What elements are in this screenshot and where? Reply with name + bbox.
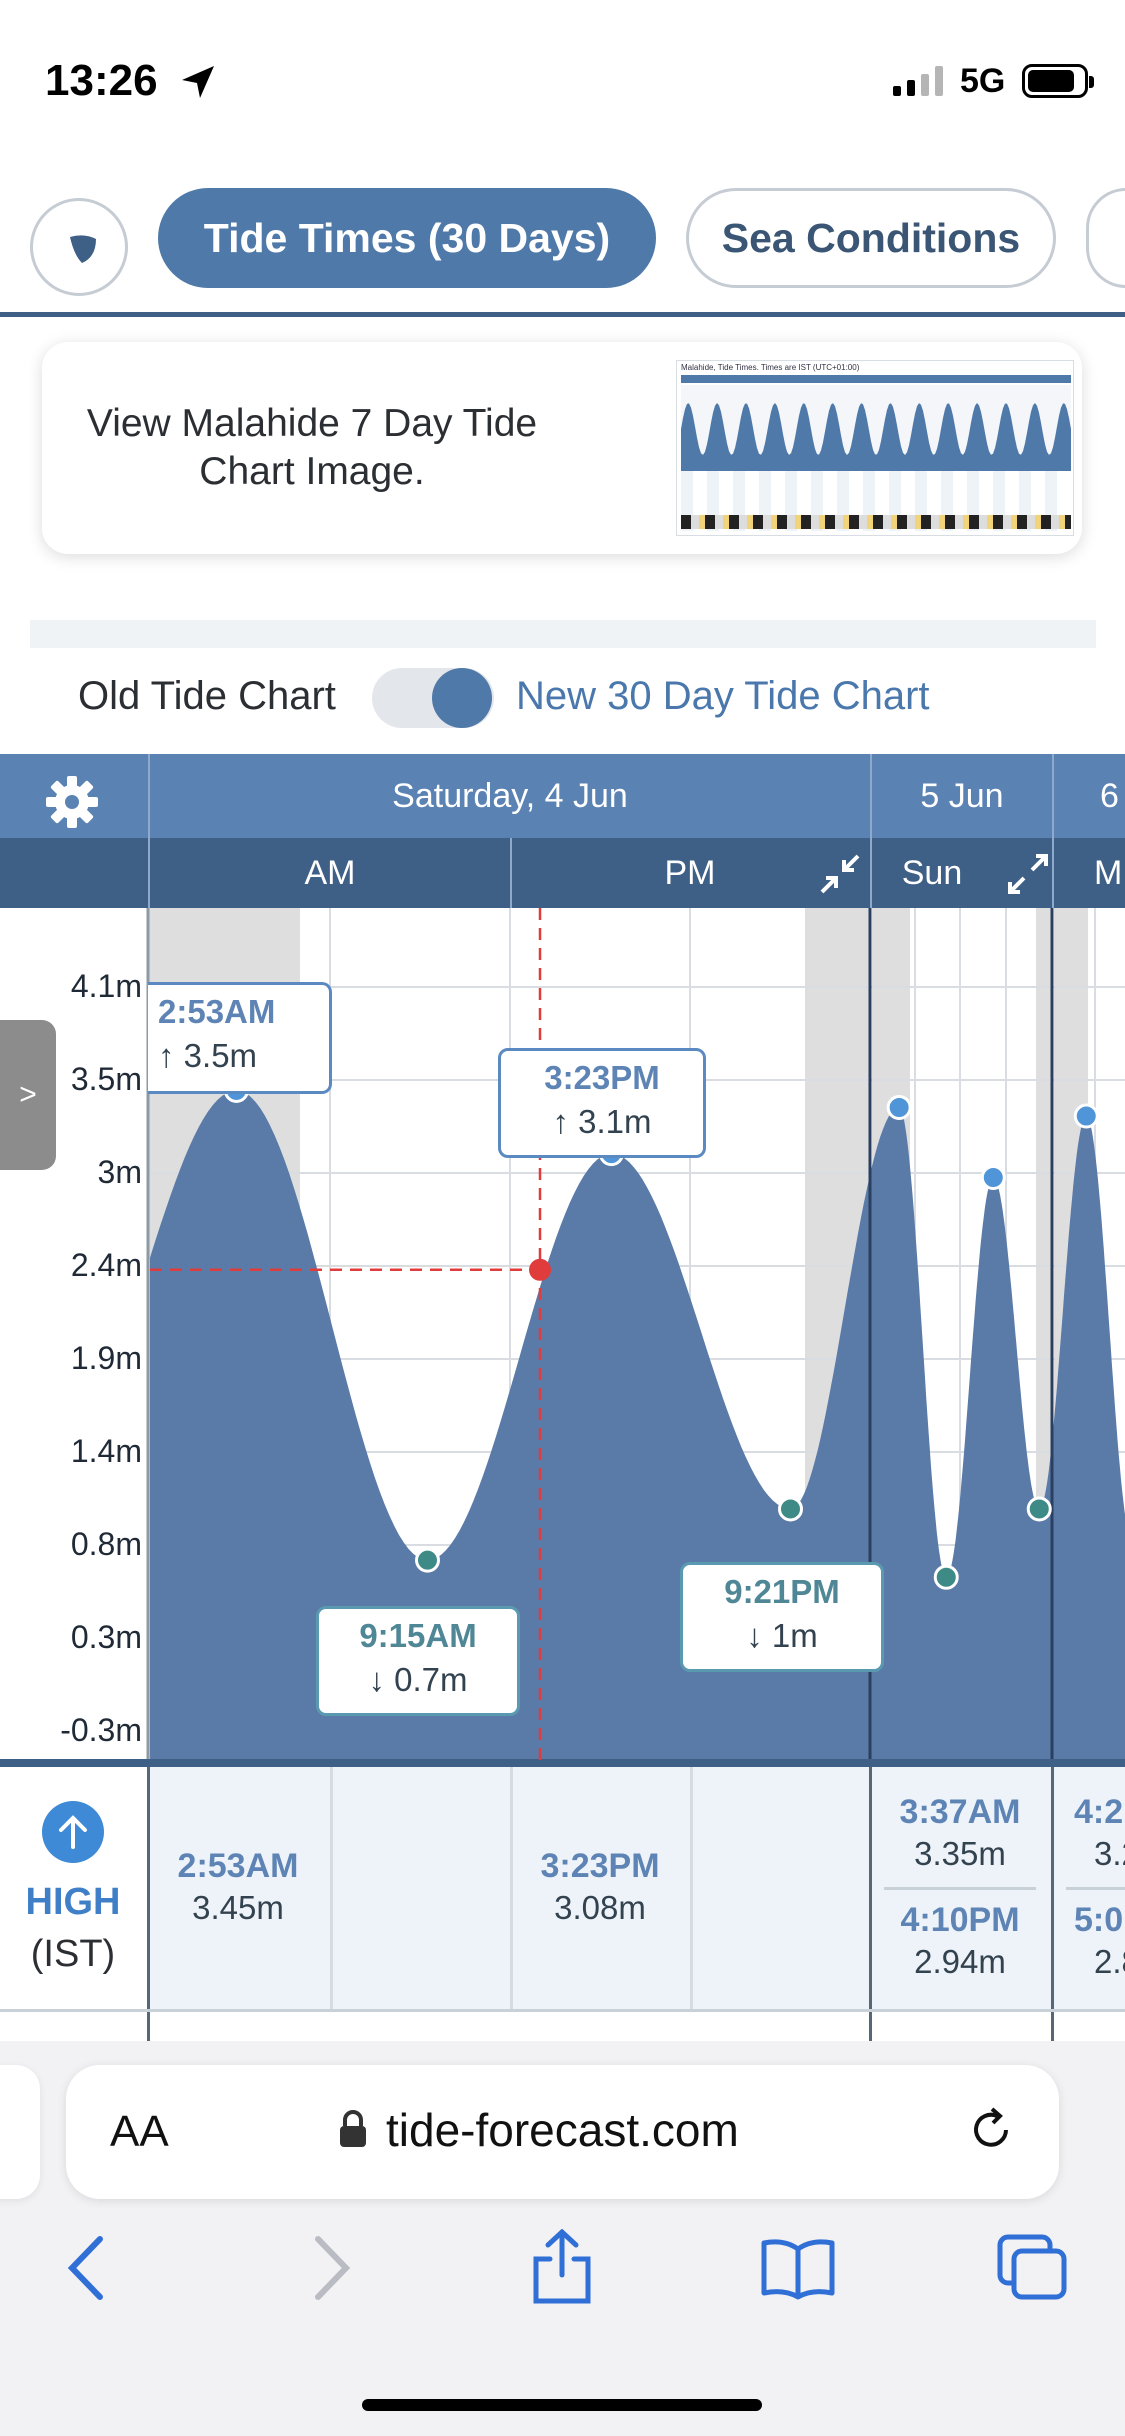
browser-toolbar: AA tide-forecast.com (0, 2041, 1125, 2436)
day-header-5-jun: 5 Jun (920, 776, 1004, 815)
am-header: AM (304, 853, 356, 892)
status-time: 13:26 (45, 56, 158, 105)
tabs-icon[interactable] (996, 2233, 1070, 2303)
y-tick-label: 3m (97, 1154, 142, 1190)
previous-tab-card[interactable] (0, 2065, 40, 2199)
tab-tide-icon-button[interactable] (30, 198, 128, 296)
status-bar: 13:26 5G (0, 0, 1125, 150)
signal-icon (893, 66, 943, 96)
tide-chart-image-banner[interactable]: View Malahide 7 Day Tide Chart Image. Ma… (42, 342, 1082, 554)
high-value: 2.8 (1094, 1943, 1125, 1980)
share-icon[interactable] (530, 2229, 594, 2305)
day-header-saturday: Saturday, 4 Jun (392, 776, 628, 815)
side-panel-tab[interactable]: > (0, 1020, 56, 1170)
tide-extreme-point (778, 1496, 803, 1522)
ad-strip (30, 620, 1096, 648)
tide-label-time: 9:15AM (359, 1617, 477, 1654)
sun-header: Sun (901, 853, 963, 892)
tide-extreme-point (980, 1165, 1006, 1191)
tide-chart[interactable]: 4.6m4.1m3.5m3m2.4m1.9m1.4m0.8m0.3m-0.3m … (0, 908, 1125, 1763)
chart-toggle-switch[interactable] (372, 668, 494, 728)
tab-next[interactable] (1086, 188, 1125, 288)
tide-label-time: 3:23PM (544, 1059, 660, 1096)
tide-chart-thumbnail[interactable]: Malahide, Tide Times. Times are IST (UTC… (676, 360, 1074, 536)
high-value: 3.45m (192, 1889, 284, 1926)
y-tick-label: 1.9m (70, 1340, 142, 1376)
y-tick-label: 4.1m (70, 968, 142, 1004)
tab-sea-conditions[interactable]: Sea Conditions (686, 188, 1056, 288)
y-tick-label: 2.4m (70, 1247, 142, 1283)
mon-header: M (1094, 853, 1123, 892)
tide-extreme-point (1073, 1103, 1099, 1129)
y-tick-label: 3.5m (70, 1061, 142, 1097)
battery-icon (1022, 64, 1094, 98)
gear-icon[interactable] (44, 774, 100, 830)
tide-area (150, 1090, 1125, 1763)
y-tick-label: 4.6m (0, 908, 142, 912)
old-chart-label[interactable]: Old Tide Chart (78, 674, 336, 718)
timezone-label: (IST) (30, 1933, 116, 1975)
expand-icon[interactable] (1006, 852, 1050, 896)
tide-label: 3:23PM ↑ 3.1m (498, 1048, 706, 1158)
high-time: 5:0 (1074, 1901, 1124, 1939)
high-value: 3.2 (1094, 1835, 1125, 1872)
tide-extreme-point (1026, 1496, 1052, 1522)
tide-label: 9:15AM ↓ 0.7m (316, 1606, 520, 1716)
url-text[interactable]: tide-forecast.com (386, 2104, 739, 2156)
network-type: 5G (960, 62, 1006, 100)
high-tide-row: HIGH (IST) 2:53AM 3.45m 3:23PM 3.08m 3:3… (0, 1763, 1125, 2041)
y-tick-label: 1.4m (70, 1433, 142, 1469)
day-header-6: 6 (1100, 776, 1119, 815)
tide-label-value: ↓ 1m (746, 1617, 818, 1654)
tide-extreme-point (415, 1547, 440, 1573)
tide-label-time: 2:53AM (158, 993, 276, 1030)
bookmarks-icon[interactable] (760, 2237, 836, 2301)
collapse-icon[interactable] (818, 852, 862, 896)
high-value: 3.08m (554, 1889, 646, 1926)
toggle-knob (432, 668, 492, 728)
tide-label-value: ↓ 0.7m (368, 1661, 468, 1698)
chart-header: Saturday, 4 Jun 5 Jun 6 AM PM Sun M (0, 754, 1125, 908)
location-arrow-icon (182, 66, 214, 98)
tide-label: 9:21PM ↓ 1m (680, 1562, 884, 1672)
address-bar[interactable]: AA tide-forecast.com (66, 2065, 1059, 2199)
current-time-dot (529, 1258, 551, 1281)
high-time: 3:23PM (540, 1847, 660, 1885)
tide-label-value: ↑ 3.5m (158, 1037, 258, 1074)
tab-bar: Tide Times (30 Days) Sea Conditions (0, 186, 1125, 296)
back-icon[interactable] (62, 2233, 108, 2303)
tide-label: 2:53AM ↑ 3.5m (148, 982, 332, 1094)
reader-settings-button[interactable]: AA (110, 2107, 169, 2156)
high-label: HIGH (25, 1881, 121, 1923)
home-indicator (362, 2399, 762, 2411)
thumbnail-wave (681, 385, 1071, 471)
tide-extreme-point (933, 1564, 959, 1590)
chart-toggle-row: Old Tide Chart New 30 Day Tide Chart (0, 664, 1125, 734)
y-tick-label: 0.3m (70, 1619, 142, 1655)
tab-tide-times[interactable]: Tide Times (30 Days) (158, 188, 656, 288)
high-time: 2:53AM (177, 1847, 299, 1885)
new-chart-label[interactable]: New 30 Day Tide Chart (516, 674, 930, 718)
banner-text: View Malahide 7 Day Tide Chart Image. (86, 402, 538, 493)
tide-label-time: 9:21PM (724, 1573, 840, 1610)
tide-label-value: ↑ 3.1m (552, 1103, 652, 1140)
tab-divider (0, 312, 1125, 317)
tide-extreme-point (886, 1095, 912, 1121)
moon-drop-icon (70, 235, 96, 263)
pm-header: PM (664, 853, 716, 892)
high-time: 4:2 (1074, 1793, 1124, 1831)
high-value: 3.35m (914, 1835, 1006, 1872)
y-tick-label: -0.3m (60, 1712, 142, 1748)
lock-icon (340, 2110, 366, 2147)
high-time: 3:37AM (899, 1793, 1021, 1831)
high-time: 4:10PM (900, 1901, 1020, 1939)
thumbnail-title: Malahide, Tide Times. Times are IST (UTC… (681, 363, 860, 372)
arrow-up-icon (42, 1801, 104, 1863)
forward-icon[interactable] (310, 2233, 356, 2303)
reload-icon[interactable] (966, 2105, 1016, 2155)
y-tick-label: 0.8m (70, 1526, 142, 1562)
high-value: 2.94m (914, 1943, 1006, 1980)
